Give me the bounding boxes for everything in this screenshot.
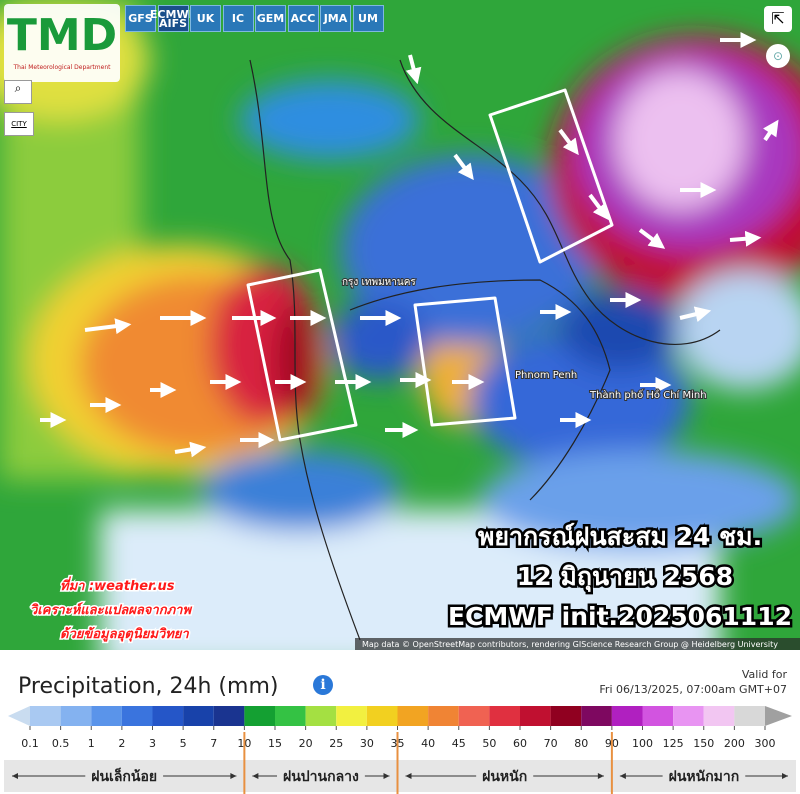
model-button[interactable]: UK bbox=[190, 5, 221, 32]
scale-label: 15 bbox=[268, 737, 282, 750]
scale-segment bbox=[121, 706, 153, 726]
attribution: Map data © OpenStreetMap contributors, r… bbox=[362, 640, 778, 649]
logo[interactable]: TMD Thai Meteorological Department bbox=[4, 4, 120, 82]
scale-label: 7 bbox=[210, 737, 217, 750]
scale-label: 0.5 bbox=[52, 737, 70, 750]
scale-segment bbox=[611, 706, 643, 726]
scale-segment bbox=[366, 706, 398, 726]
source-note: วิเคราะห์และแปลผลจากภาพ bbox=[30, 602, 192, 618]
scale-segment bbox=[581, 706, 612, 726]
valid-label: Valid for bbox=[741, 668, 787, 681]
borders bbox=[249, 59, 721, 641]
info-icon[interactable]: i bbox=[313, 675, 333, 695]
scale-segment bbox=[336, 706, 367, 726]
overlay-title: ECMWF init.2025061112 bbox=[448, 602, 792, 631]
model-button[interactable]: GEM bbox=[255, 5, 286, 32]
category-label: ฝนเล็กน้อย bbox=[91, 767, 157, 785]
scale-segment bbox=[703, 706, 735, 726]
model-button[interactable]: IC bbox=[222, 5, 254, 32]
scale-label: 60 bbox=[513, 737, 527, 750]
scale-label: 70 bbox=[544, 737, 558, 750]
place-label: กรุง เทพมหานคร bbox=[342, 277, 416, 288]
scale-segment bbox=[152, 706, 184, 726]
scale-segment bbox=[458, 706, 490, 726]
scale-segment bbox=[305, 706, 337, 726]
color-scale: 0.10.51235710152025303540455060708090100… bbox=[4, 706, 796, 794]
scale-segment bbox=[213, 706, 245, 726]
locate-button[interactable]: ⊙ bbox=[766, 44, 790, 68]
scale-segment bbox=[275, 706, 306, 726]
scale-label: 100 bbox=[632, 737, 653, 750]
valid-time: Fri 06/13/2025, 07:00am GMT+07 bbox=[599, 683, 787, 696]
model-button[interactable]: JMA bbox=[320, 5, 351, 32]
scale-label: 125 bbox=[663, 737, 684, 750]
scale-label: 300 bbox=[755, 737, 776, 750]
place-label: Phnom Penh bbox=[515, 370, 577, 381]
logo-subtitle: Thai Meteorological Department bbox=[13, 64, 111, 71]
precip-map: กรุง เทพมหานคร Phnom Penh Thành phố Hồ C… bbox=[0, 0, 800, 650]
scale-segment bbox=[8, 706, 30, 726]
scale-label: 25 bbox=[329, 737, 343, 750]
zoom-button[interactable]: ⌕ bbox=[4, 80, 32, 104]
label-backing bbox=[85, 766, 164, 786]
model-button[interactable]: UM bbox=[352, 5, 384, 32]
scale-label: 3 bbox=[149, 737, 156, 750]
scale-label: 5 bbox=[180, 737, 187, 750]
place-label: Thành phố Hồ Chí Minh bbox=[589, 389, 707, 401]
source-note: ด้วยข้อมูลอุตุนิยมวิทยา bbox=[60, 626, 189, 642]
city-toggle[interactable]: CITY bbox=[4, 112, 34, 136]
scale-label: 1 bbox=[88, 737, 95, 750]
label-backing bbox=[277, 766, 365, 786]
model-button[interactable]: GFS bbox=[125, 5, 156, 32]
model-button[interactable]: ACC bbox=[287, 5, 319, 32]
scale-label: 0.1 bbox=[21, 737, 39, 750]
scale-label: 150 bbox=[693, 737, 714, 750]
scale-segment bbox=[428, 706, 459, 726]
scale-segment bbox=[489, 706, 520, 726]
overlay-title: 12 มิถุนายน 2568 bbox=[517, 562, 733, 593]
category-label: ฝนปานกลาง bbox=[283, 769, 359, 785]
scale-segment bbox=[673, 706, 704, 726]
source-note: ที่มา :weather.us bbox=[60, 576, 175, 594]
scale-label: 20 bbox=[299, 737, 313, 750]
scale-label: 45 bbox=[452, 737, 466, 750]
scale-segment bbox=[60, 706, 92, 726]
label-backing bbox=[476, 766, 534, 786]
category-label: ฝนหนัก bbox=[482, 769, 527, 785]
scale-segment bbox=[734, 706, 765, 726]
share-button[interactable]: ⇱ bbox=[764, 6, 792, 32]
scale-segment bbox=[642, 706, 674, 726]
scale-label: 200 bbox=[724, 737, 745, 750]
scale-label: 30 bbox=[360, 737, 374, 750]
legend-title: Precipitation, 24h (mm) bbox=[18, 674, 279, 699]
scale-segment bbox=[183, 706, 214, 726]
scale-label: 50 bbox=[482, 737, 496, 750]
wind-arrows bbox=[40, 32, 779, 458]
scale-label: 40 bbox=[421, 737, 435, 750]
category-label: ฝนหนักมาก bbox=[669, 769, 740, 785]
label-backing bbox=[662, 766, 746, 786]
scale-segment bbox=[550, 706, 582, 726]
model-button[interactable]: ECMWF AIFS bbox=[150, 5, 196, 32]
logo-text: TMD bbox=[6, 10, 118, 61]
scale-segment bbox=[520, 706, 551, 726]
scale-segment bbox=[244, 706, 275, 726]
scale-segment bbox=[91, 706, 122, 726]
scale-segment bbox=[30, 706, 61, 726]
scale-segment bbox=[765, 706, 792, 726]
scale-label: 80 bbox=[574, 737, 588, 750]
scale-label: 2 bbox=[118, 737, 125, 750]
overlay-title: พยากรณ์ฝนสะสม 24 ชม. bbox=[478, 522, 762, 551]
scale-segment bbox=[397, 706, 429, 726]
